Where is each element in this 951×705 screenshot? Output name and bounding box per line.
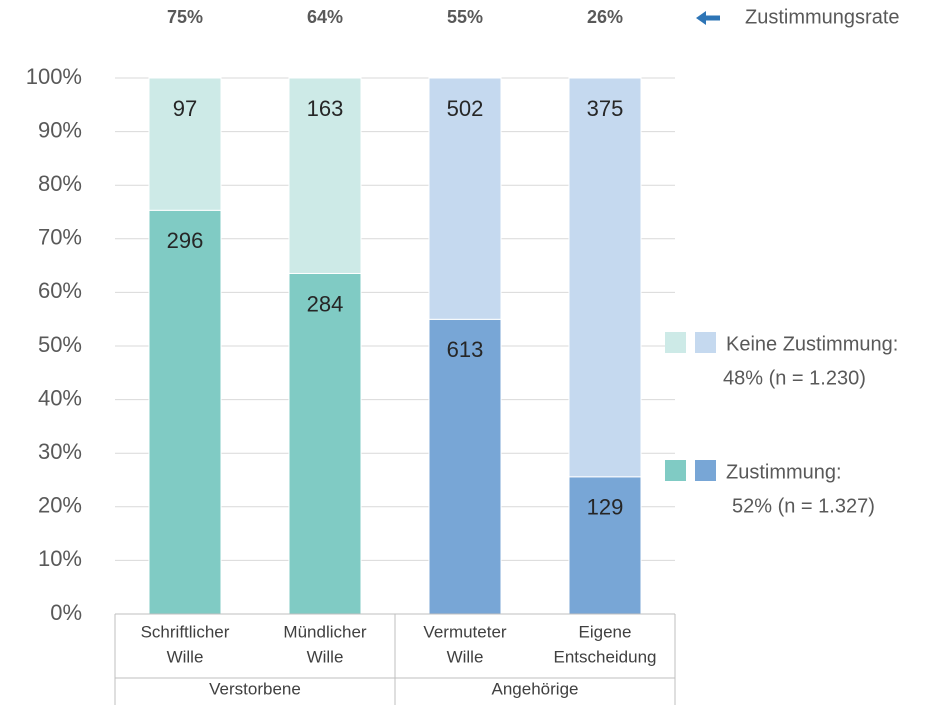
data-label: 613 xyxy=(447,337,484,362)
x-tick-label: Wille xyxy=(167,647,204,666)
x-tick-label: Vermuteter xyxy=(423,622,506,641)
bar-segment xyxy=(428,318,502,615)
legend-label: Keine Zustimmung: xyxy=(726,333,898,355)
bar-segment xyxy=(148,209,222,615)
y-tick-label: 90% xyxy=(38,117,82,142)
legend-swatch xyxy=(665,460,686,481)
rate-label: 75% xyxy=(167,7,203,27)
legend-label: Zustimmung: xyxy=(726,461,842,483)
data-label: 129 xyxy=(587,495,624,520)
y-tick-label: 0% xyxy=(50,600,82,625)
x-tick-label: Wille xyxy=(307,647,344,666)
bar-segment xyxy=(568,476,642,615)
rate-title: Zustimmungsrate xyxy=(745,6,900,28)
legend-swatch xyxy=(665,332,686,353)
group-label: Verstorbene xyxy=(209,679,301,698)
bar-segment xyxy=(148,77,222,211)
y-tick-label: 20% xyxy=(38,493,82,518)
data-label: 502 xyxy=(447,96,484,121)
x-tick-label: Entscheidung xyxy=(553,647,656,666)
x-tick-label: Wille xyxy=(447,647,484,666)
data-label: 296 xyxy=(167,228,204,253)
legend-note: 52% (n = 1.327) xyxy=(732,495,875,517)
rate-label: 26% xyxy=(587,7,623,27)
data-label: 375 xyxy=(587,96,624,121)
data-label: 284 xyxy=(307,291,344,316)
legend-swatch xyxy=(695,460,716,481)
data-label: 163 xyxy=(307,96,344,121)
group-label: Angehörige xyxy=(492,679,579,698)
bar-segment xyxy=(568,77,642,478)
y-tick-label: 30% xyxy=(38,439,82,464)
y-tick-label: 40% xyxy=(38,385,82,410)
rate-arrow-head xyxy=(696,11,706,25)
bar-segment xyxy=(428,77,502,320)
y-tick-label: 60% xyxy=(38,278,82,303)
y-tick-label: 100% xyxy=(26,64,82,89)
legend-swatch xyxy=(695,332,716,353)
x-tick-label: Schriftlicher xyxy=(141,622,230,641)
x-tick-label: Mündlicher xyxy=(283,622,366,641)
bar-segment xyxy=(288,272,362,615)
x-tick-label: Eigene xyxy=(579,622,632,641)
legend-note: 48% (n = 1.230) xyxy=(723,367,866,389)
data-label: 97 xyxy=(173,96,197,121)
rate-label: 55% xyxy=(447,7,483,27)
y-tick-label: 10% xyxy=(38,546,82,571)
y-tick-label: 80% xyxy=(38,171,82,196)
y-tick-label: 70% xyxy=(38,225,82,250)
bar-segment xyxy=(288,77,362,274)
rate-label: 64% xyxy=(307,7,343,27)
y-tick-label: 50% xyxy=(38,332,82,357)
